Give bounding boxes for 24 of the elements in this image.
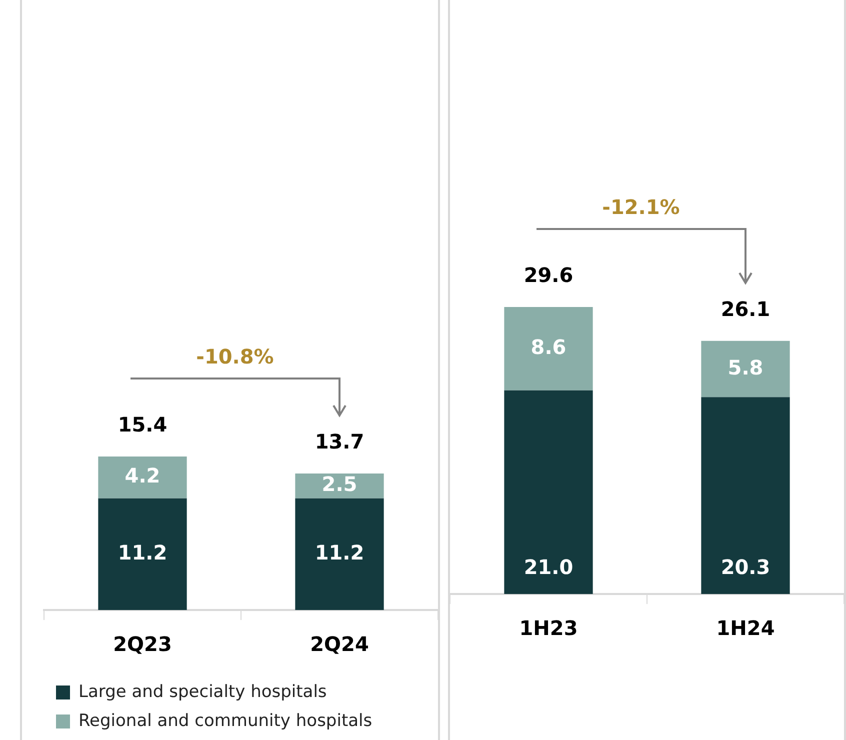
x-tick-label: 2Q23 [113,632,172,656]
total-label: 26.1 [720,297,770,322]
data-label: 11.2 [314,540,364,564]
data-label: 21.0 [524,555,574,580]
data-label: 11.2 [118,540,168,564]
text: -10.8% [196,344,274,369]
legend-label: Regional and community hospitals [78,710,372,731]
x-tick-label: 1H23 [519,616,578,640]
total-label: 13.7 [314,430,364,454]
data-label: 20.3 [720,555,770,580]
text: -12.1% [602,195,680,220]
bar [504,307,593,390]
bar [504,390,593,594]
legend-label: Large and specialty hospitals [78,682,327,702]
bar [701,397,790,594]
total-label: 29.6 [524,263,574,288]
data-label: 2.5 [322,472,358,496]
x-tick-label: 1H24 [716,616,775,640]
total-label: 15.4 [118,412,168,437]
x-tick-label: 2Q24 [310,632,369,656]
data-label: 4.2 [124,464,160,488]
data-label: 5.8 [728,355,764,380]
data-label: 8.6 [530,334,566,359]
bar [701,340,790,398]
